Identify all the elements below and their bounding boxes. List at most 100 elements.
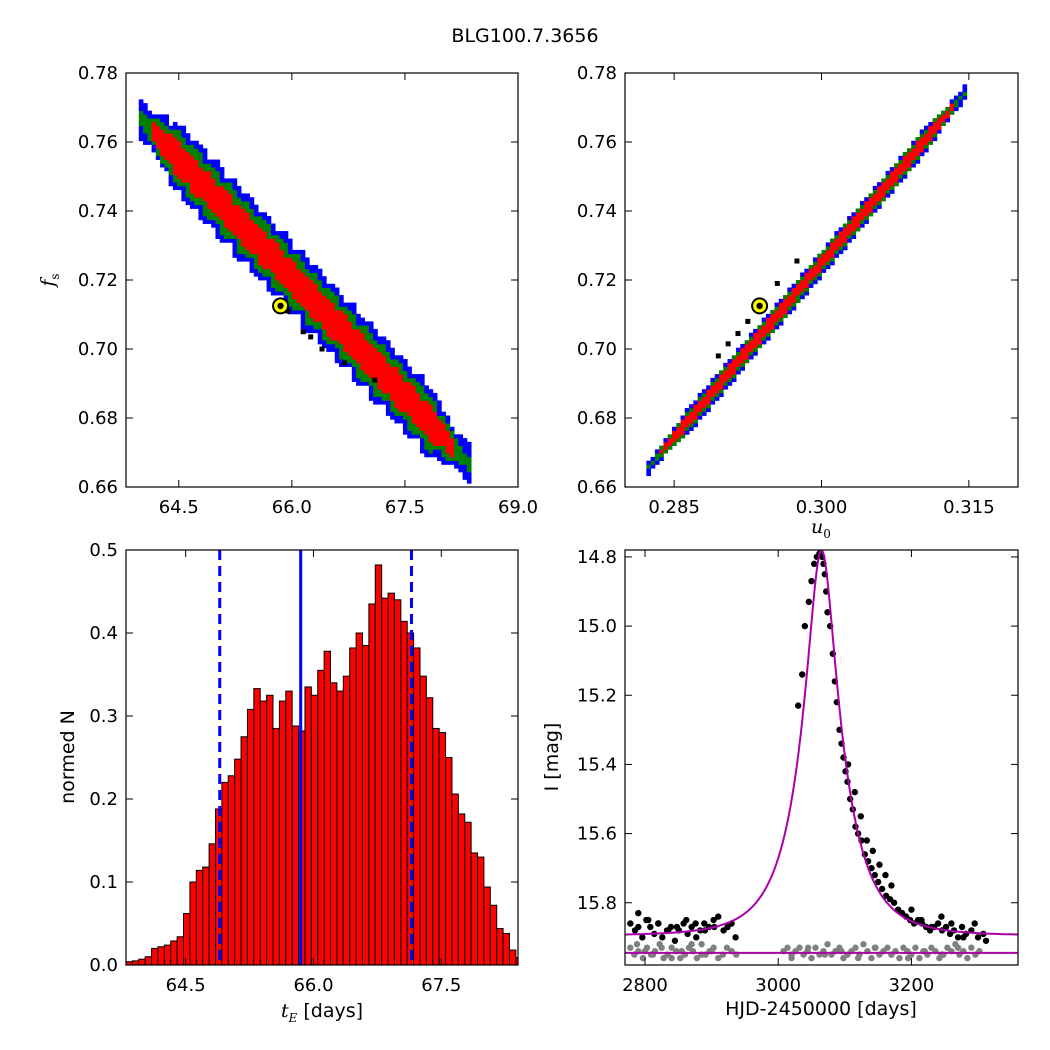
heatmap-cell xyxy=(689,419,694,424)
heatmap-cell xyxy=(262,272,268,277)
heatmap-cell xyxy=(138,121,144,127)
heatmap-cell xyxy=(385,377,391,383)
y-tick-label: 15.6 xyxy=(577,824,617,845)
heatmap-cell xyxy=(671,430,677,435)
heatmap-cell xyxy=(368,355,374,360)
heatmap-cell xyxy=(241,246,246,251)
heatmap-cell xyxy=(415,377,421,383)
heatmap-cell xyxy=(898,155,904,160)
heatmap-cell xyxy=(245,223,250,228)
heatmap-cell xyxy=(676,434,681,439)
heatmap-cell xyxy=(300,283,306,288)
heatmap-cell xyxy=(228,204,233,209)
heatmap-cell xyxy=(228,212,233,217)
heatmap-cell xyxy=(407,430,412,435)
heatmap-cell xyxy=(407,411,412,416)
heatmap-cell xyxy=(945,114,951,119)
heatmap-cell xyxy=(744,347,750,352)
photometry-point xyxy=(974,934,982,941)
heatmap-cell xyxy=(398,419,404,424)
heatmap-cell xyxy=(385,370,391,375)
heatmap-cell xyxy=(368,332,374,337)
heatmap-cell xyxy=(390,381,395,386)
heatmap-cell xyxy=(202,182,208,187)
heatmap-cell xyxy=(356,347,361,352)
heatmap-cell xyxy=(373,392,378,398)
heatmap-cell xyxy=(300,253,306,258)
heatmap-cell xyxy=(181,144,187,149)
heatmap-cell xyxy=(368,389,374,394)
heatmap-cell xyxy=(224,234,229,239)
heatmap-cell xyxy=(368,351,374,356)
heatmap-cell xyxy=(296,295,302,300)
heatmap-cell xyxy=(864,200,869,206)
heatmap-cell xyxy=(339,306,344,311)
heatmap-cell xyxy=(842,227,848,232)
heatmap-cell xyxy=(411,407,417,413)
heatmap-cell xyxy=(245,216,250,221)
heatmap-cell xyxy=(411,430,417,435)
y-tick-label: 14.8 xyxy=(577,547,617,568)
photometry-point xyxy=(693,934,700,941)
heatmap-cell xyxy=(953,99,959,104)
histogram-bar xyxy=(323,650,332,966)
heatmap-cell xyxy=(296,283,302,288)
heatmap-cell xyxy=(347,347,353,352)
heatmap-cell xyxy=(877,182,882,187)
heatmap-cell xyxy=(859,212,865,217)
heatmap-cell xyxy=(671,426,677,431)
heatmap-cell xyxy=(748,340,754,345)
heatmap-cell xyxy=(164,163,170,168)
heatmap-cell xyxy=(147,121,152,127)
heatmap-cell xyxy=(894,174,899,179)
photometry-point xyxy=(908,906,915,913)
heatmap-cell xyxy=(402,362,408,367)
y-tick-label: 0.68 xyxy=(577,408,617,429)
heatmap-cell xyxy=(428,400,434,405)
heatmap-cell xyxy=(270,268,276,273)
heatmap-cell xyxy=(241,193,246,198)
heatmap-cell xyxy=(689,411,694,416)
heatmap-cell xyxy=(177,144,182,149)
heatmap-cell xyxy=(317,328,323,334)
heatmap-cell xyxy=(202,193,208,198)
heatmap-cell xyxy=(283,257,289,262)
heatmap-cell xyxy=(812,264,818,270)
heatmap-cell xyxy=(757,343,763,349)
heatmap-cell xyxy=(189,170,195,176)
heatmap-cell xyxy=(300,280,306,285)
heatmap-cell xyxy=(364,340,370,345)
heatmap-cell xyxy=(172,174,178,179)
heatmap-cell xyxy=(253,249,259,255)
heatmap-cell xyxy=(360,336,366,341)
heatmap-cell xyxy=(360,381,366,386)
heatmap-cell xyxy=(932,125,938,130)
heatmap-cell xyxy=(424,430,429,435)
heatmap-cell xyxy=(279,287,285,292)
heatmap-cell xyxy=(258,219,263,224)
heatmap-cell xyxy=(147,114,152,119)
heatmap-cell xyxy=(215,219,221,224)
heatmap-cell xyxy=(360,321,366,326)
heatmap-cell xyxy=(449,456,455,462)
heatmap-cell xyxy=(437,434,442,439)
heatmap-cell xyxy=(663,449,669,454)
heatmap-cell xyxy=(902,170,908,176)
heatmap-cell xyxy=(292,298,297,303)
heatmap-cell xyxy=(868,204,874,209)
heatmap-cell xyxy=(684,411,690,416)
heatmap-cell xyxy=(351,340,357,345)
heatmap-cell xyxy=(364,381,370,386)
heatmap-cell xyxy=(445,449,451,454)
heatmap-cell xyxy=(701,407,707,413)
heatmap-cell xyxy=(449,449,455,454)
heatmap-cell xyxy=(189,140,195,145)
heatmap-cell xyxy=(236,253,242,258)
photometry-point xyxy=(710,916,717,924)
y-axis-label: fs xyxy=(37,273,62,288)
heatmap-cell xyxy=(736,347,741,352)
heatmap-cell xyxy=(411,423,417,428)
heatmap-cells xyxy=(646,84,968,477)
heatmap-cell xyxy=(236,219,242,224)
heatmap-cell xyxy=(334,332,340,337)
